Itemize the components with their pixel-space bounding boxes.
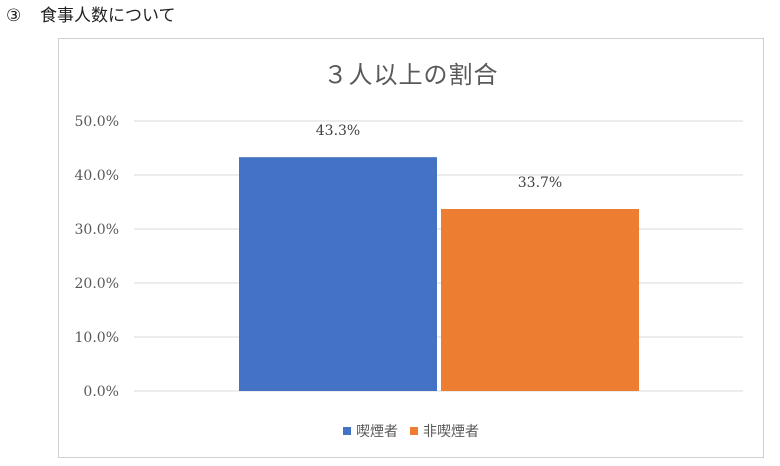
section-heading: ③ 食事人数について: [6, 4, 176, 28]
chart-title: ３人以上の割合: [323, 61, 499, 89]
legend-label: 非喫煙者: [423, 424, 479, 440]
data-label: 43.3%: [316, 123, 360, 139]
data-label: 33.7%: [518, 175, 562, 191]
legend-item: 非喫煙者: [410, 421, 479, 441]
y-tick-label: 10.0%: [75, 330, 119, 346]
section-title: 食事人数について: [40, 6, 176, 26]
chart-legend: 喫煙者 非喫煙者: [59, 421, 763, 441]
y-tick-label: 40.0%: [75, 168, 119, 184]
y-tick-label: 30.0%: [75, 222, 119, 238]
legend-label: 喫煙者: [356, 424, 398, 440]
y-tick-label: 50.0%: [75, 114, 119, 130]
y-tick-label: 20.0%: [75, 276, 119, 292]
section-number: ③: [6, 6, 22, 26]
legend-item: 喫煙者: [343, 421, 398, 441]
legend-swatch: [410, 427, 418, 435]
legend-swatch: [343, 427, 351, 435]
bar-2: [441, 209, 639, 391]
chart-area: ３人以上の割合 0.0% 10.0% 20.0% 30.0% 40.0% 50.0% 43.…: [58, 38, 764, 458]
y-tick-label: 0.0%: [83, 384, 119, 400]
plot-area: 0.0% 10.0% 20.0% 30.0% 40.0% 50.0% 43.3% 33.7%: [75, 114, 743, 400]
bar-1: [239, 157, 437, 391]
